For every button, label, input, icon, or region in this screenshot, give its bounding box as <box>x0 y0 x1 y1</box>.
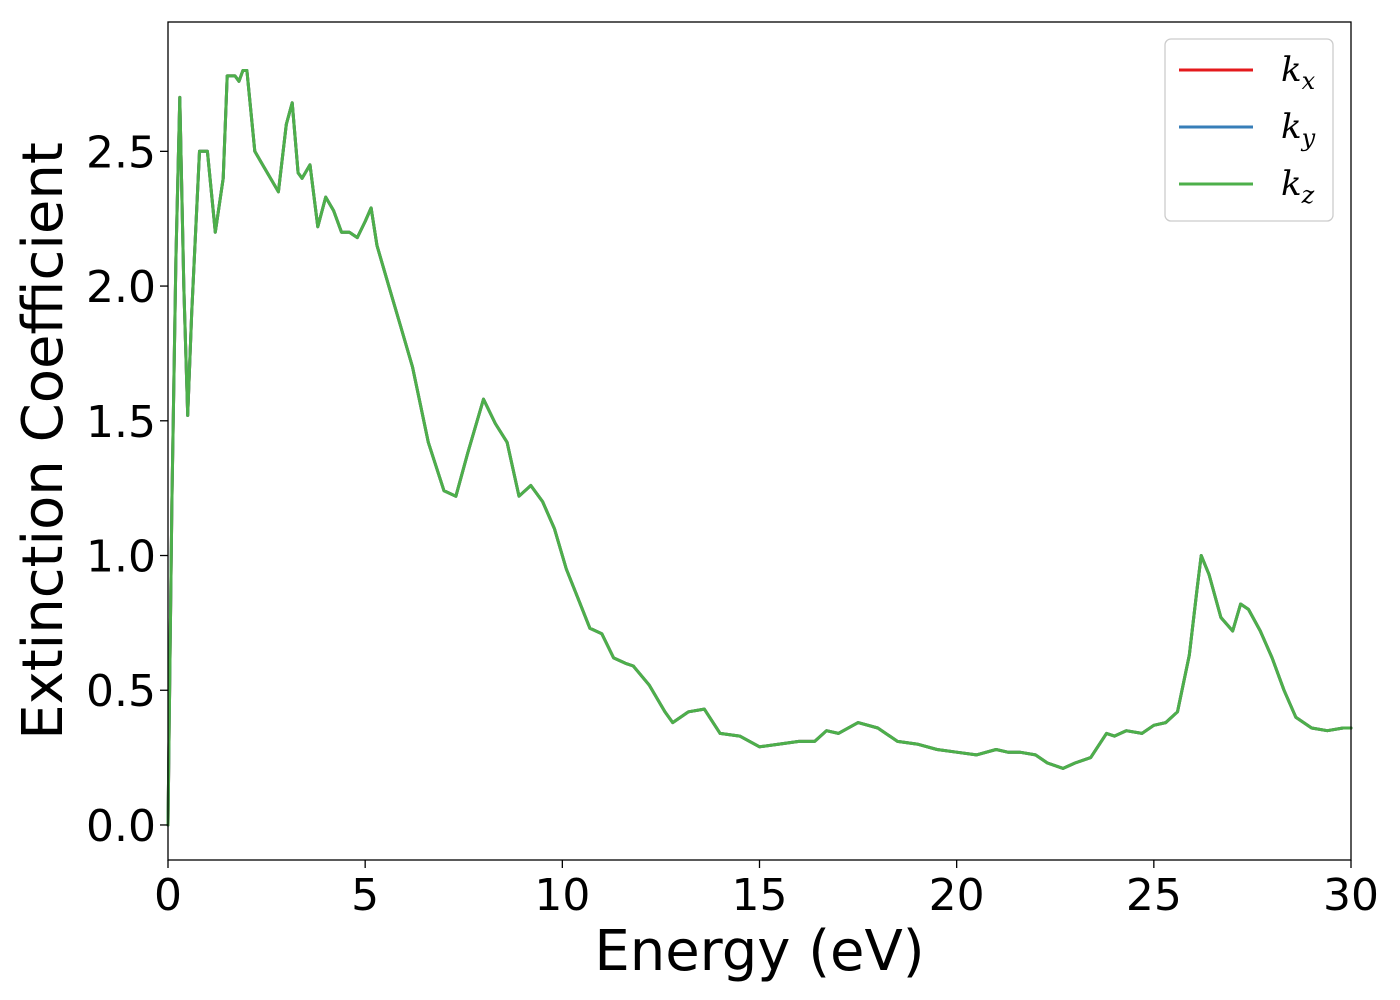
x-tick-label: 10 <box>534 870 590 921</box>
y-tick-label: 2.0 <box>86 262 156 313</box>
y-axis-title: Extinction Coefficient <box>11 142 76 740</box>
y-tick-label: 1.5 <box>86 397 156 448</box>
x-tick-label: 15 <box>732 870 788 921</box>
x-tick-label: 30 <box>1323 870 1379 921</box>
x-tick-label: 20 <box>929 870 985 921</box>
y-axis-ticks: 0.0 0.5 1.0 1.5 2.0 2.5 <box>86 127 168 852</box>
series-line-kz <box>166 69 1353 827</box>
y-tick-label: 0.5 <box>86 666 156 717</box>
x-tick-label: 5 <box>351 870 379 921</box>
series-lines <box>166 69 1353 827</box>
y-tick-label: 1.0 <box>86 532 156 583</box>
x-axis-ticks: 0 5 10 15 20 25 30 <box>154 860 1379 921</box>
y-tick-label: 0.0 <box>86 801 156 852</box>
x-axis-title: Energy (eV) <box>594 919 924 984</box>
y-tick-label: 2.5 <box>86 127 156 178</box>
legend-box <box>1164 38 1334 222</box>
x-tick-label: 25 <box>1126 870 1182 921</box>
x-tick-label: 0 <box>154 870 182 921</box>
